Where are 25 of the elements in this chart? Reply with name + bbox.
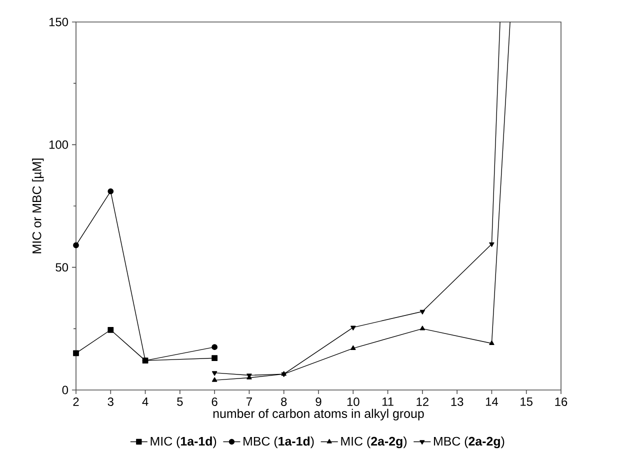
x-tick-label: 14 bbox=[486, 398, 498, 406]
x-axis-title: number of carbon atoms in alkyl group bbox=[213, 408, 424, 420]
x-tick-label: 11 bbox=[382, 398, 394, 406]
x-tick-label: 9 bbox=[316, 398, 322, 406]
x-tick-label: 10 bbox=[347, 398, 360, 406]
legend-label: MIC (2a-2g) bbox=[341, 436, 407, 448]
x-tick-label: 8 bbox=[281, 398, 287, 406]
x-tick-label: 15 bbox=[520, 398, 532, 406]
y-tick-label: 150 bbox=[49, 18, 68, 26]
y-tick-label: 0 bbox=[62, 386, 68, 394]
legend-label: MBC (1a-1d) bbox=[244, 436, 314, 448]
y-tick-label: 50 bbox=[56, 263, 68, 272]
x-tick-label: 7 bbox=[246, 398, 252, 406]
x-tick-label: 3 bbox=[108, 398, 114, 406]
legend-label: MBC (2a-2g) bbox=[434, 436, 504, 448]
y-axis-title: MIC or MBC [µM] bbox=[32, 158, 44, 254]
x-tick-label: 5 bbox=[177, 398, 183, 406]
x-tick-label: 4 bbox=[142, 398, 148, 406]
x-tick-label: 12 bbox=[416, 398, 428, 406]
y-tick-label: 100 bbox=[49, 140, 68, 149]
x-tick-label: 16 bbox=[555, 398, 568, 406]
x-tick-label: 2 bbox=[73, 398, 79, 406]
x-tick-label: 6 bbox=[212, 398, 218, 406]
x-tick-label: 13 bbox=[451, 398, 464, 406]
legend-label: MIC (1a-1d) bbox=[150, 436, 216, 448]
